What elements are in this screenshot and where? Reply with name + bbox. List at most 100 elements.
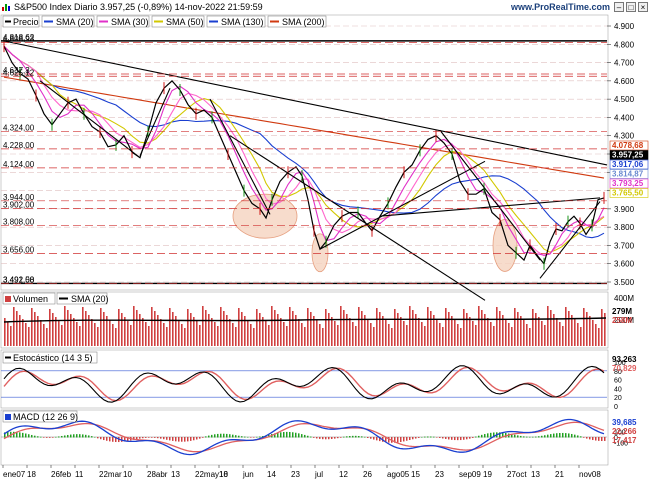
volume-bar bbox=[496, 307, 498, 346]
macd-legend: MACD (12 26 9) bbox=[2, 410, 78, 423]
volume-bar bbox=[79, 326, 81, 346]
macd-histogram-bar bbox=[502, 432, 504, 438]
macd-histogram-bar bbox=[517, 435, 519, 438]
x-tick-label: 21 bbox=[555, 470, 564, 479]
macd-histogram-bar bbox=[58, 436, 60, 438]
macd-value-label: 39,685 bbox=[612, 418, 637, 427]
macd-histogram-bar bbox=[556, 433, 558, 438]
macd-line bbox=[3, 418, 605, 456]
price-value-badge bbox=[609, 169, 649, 179]
macd-histogram-bar bbox=[52, 437, 54, 438]
macd-histogram-bar bbox=[31, 434, 33, 438]
macd-histogram-bar bbox=[463, 437, 465, 440]
price-tick-label: 4.300 bbox=[614, 132, 635, 141]
macd-histogram-bar bbox=[349, 436, 351, 438]
stochastic-tick-label: 80 bbox=[614, 369, 622, 376]
x-tick-label: 23 bbox=[435, 470, 444, 479]
macd-histogram-bar bbox=[34, 435, 36, 438]
title-bar: S&P500 Index Diario 3.957,25 (-0,89%) 14… bbox=[0, 0, 650, 14]
volume-bar bbox=[85, 311, 87, 346]
volume-bar bbox=[502, 315, 504, 346]
volume-bar bbox=[427, 307, 429, 346]
volume-value-label: 279M bbox=[612, 307, 632, 316]
volume-bar bbox=[583, 308, 585, 346]
macd-histogram-bar bbox=[370, 437, 372, 439]
volume-bar bbox=[184, 328, 186, 346]
volume-bar bbox=[544, 325, 546, 346]
macd-histogram-bar bbox=[88, 435, 90, 438]
volume-bar bbox=[49, 309, 51, 346]
macd-tick-label: -100 bbox=[614, 441, 628, 448]
volume-bar bbox=[529, 328, 531, 346]
macd-histogram-bar bbox=[13, 431, 15, 438]
macd-histogram-bar bbox=[343, 436, 345, 438]
legend-macd: MACD (12 26 9) bbox=[13, 412, 78, 422]
volume-bar bbox=[193, 317, 195, 346]
volume-bar bbox=[505, 319, 507, 346]
macd-histogram-bar bbox=[73, 434, 75, 438]
volume-bar bbox=[235, 327, 237, 346]
volume-bar bbox=[562, 326, 564, 346]
volume-bar bbox=[391, 328, 393, 346]
macd-histogram-bar bbox=[145, 437, 147, 438]
volume-bar bbox=[355, 326, 357, 346]
macd-histogram-bar bbox=[433, 436, 435, 438]
x-tick-label: 15 bbox=[411, 470, 420, 479]
volume-bar bbox=[247, 320, 249, 346]
macd-histogram-bar bbox=[295, 432, 297, 438]
stochastic-tick-label: 20 bbox=[614, 395, 622, 402]
chart-area[interactable]: 4.9004.8004.7004.6004.5004.4004.3004.200… bbox=[0, 14, 650, 483]
volume-bar bbox=[559, 322, 561, 346]
macd-histogram-bar bbox=[541, 435, 543, 438]
price-value-label: 4.078,68 bbox=[612, 141, 644, 150]
macd-histogram-bar bbox=[292, 432, 294, 438]
macd-histogram-bar bbox=[457, 437, 459, 441]
macd-histogram-bar bbox=[64, 435, 66, 438]
macd-histogram-bar bbox=[55, 436, 57, 438]
macd-histogram-bar bbox=[328, 437, 330, 440]
price-value-label: 3.957,25 bbox=[612, 151, 644, 160]
x-tick-label: 10 bbox=[123, 470, 132, 479]
macd-histogram-bar bbox=[574, 434, 576, 438]
stochastic-tick-label: 60 bbox=[614, 378, 622, 385]
volume-bar bbox=[238, 308, 240, 346]
volume-bar bbox=[46, 328, 48, 346]
price-value-label: 3.814,87 bbox=[612, 170, 644, 179]
sma200-line bbox=[3, 76, 605, 179]
volume-bar bbox=[403, 321, 405, 346]
level-label: 3.902,00 bbox=[3, 200, 35, 209]
volume-bar bbox=[511, 327, 513, 346]
maximize-button[interactable]: □ bbox=[626, 2, 636, 12]
website-label[interactable]: www.ProRealTime.com bbox=[510, 2, 610, 12]
volume-bar bbox=[592, 320, 594, 346]
volume-bar bbox=[382, 316, 384, 346]
volume-bar bbox=[532, 309, 534, 346]
price-value-badge bbox=[609, 188, 649, 198]
volume-tick-label: 200M bbox=[614, 316, 634, 325]
macd-histogram-bar bbox=[166, 437, 168, 440]
minimize-button[interactable]: – bbox=[614, 2, 624, 12]
volume-bar bbox=[304, 327, 306, 346]
macd-histogram-bar bbox=[220, 433, 222, 438]
macd-histogram-bar bbox=[250, 437, 252, 438]
volume-bar bbox=[280, 318, 282, 346]
volume-bar bbox=[103, 312, 105, 346]
close-button[interactable]: × bbox=[638, 2, 648, 12]
macd-histogram-bar bbox=[256, 436, 258, 438]
x-tick-label: 26 bbox=[363, 470, 372, 479]
macd-histogram-bar bbox=[184, 437, 186, 442]
volume-bar bbox=[370, 323, 372, 346]
level-label: 4.324,00 bbox=[3, 123, 35, 132]
macd-histogram-bar bbox=[208, 435, 210, 438]
volume-bar bbox=[133, 306, 135, 346]
volume-bar bbox=[160, 319, 162, 346]
volume-bar bbox=[190, 313, 192, 346]
macd-histogram-bar bbox=[595, 437, 597, 441]
macd-histogram-bar bbox=[352, 435, 354, 438]
volume-bar bbox=[154, 311, 156, 346]
macd-histogram-bar bbox=[529, 436, 531, 438]
price-tick-label: 4.500 bbox=[614, 95, 635, 104]
volume-bar bbox=[139, 314, 141, 346]
macd-histogram-bar bbox=[436, 437, 438, 438]
macd-histogram-bar bbox=[304, 434, 306, 438]
